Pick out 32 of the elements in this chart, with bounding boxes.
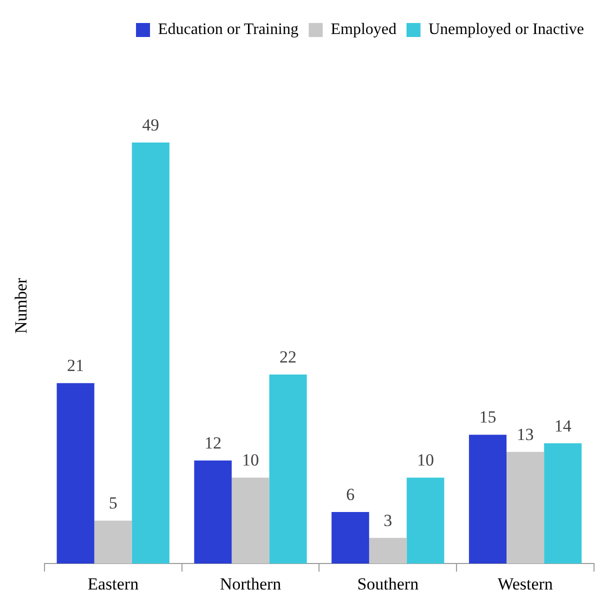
bar bbox=[56, 383, 94, 564]
data-label: 21 bbox=[67, 356, 84, 376]
legend-label: Unemployed or Inactive bbox=[428, 21, 584, 38]
x-tick-label: Northern bbox=[220, 574, 282, 594]
data-label: 10 bbox=[416, 450, 434, 470]
legend-label: Education or Training bbox=[158, 21, 298, 38]
x-tick-label: Eastern bbox=[88, 574, 140, 594]
bar bbox=[544, 443, 582, 564]
data-label: 3 bbox=[384, 510, 392, 530]
data-label: 6 bbox=[346, 485, 355, 504]
data-label: 15 bbox=[479, 408, 496, 427]
data-label: 49 bbox=[142, 115, 160, 134]
bar bbox=[406, 478, 444, 564]
bar bbox=[194, 460, 232, 564]
legend-label: Employed bbox=[330, 21, 396, 38]
x-tick-label: Western bbox=[498, 574, 554, 594]
bar bbox=[369, 538, 407, 564]
bar bbox=[94, 520, 132, 564]
y-axis-title: Number bbox=[12, 278, 31, 334]
x-tick-label: Southern bbox=[357, 574, 420, 594]
data-label: 13 bbox=[516, 424, 534, 444]
data-label: 5 bbox=[108, 494, 118, 513]
bar bbox=[332, 512, 370, 564]
data-label: 10 bbox=[242, 450, 259, 470]
bar bbox=[269, 374, 307, 564]
bar bbox=[468, 434, 507, 564]
data-label: 22 bbox=[280, 348, 297, 367]
bar bbox=[132, 142, 170, 564]
data-label: 12 bbox=[204, 433, 222, 452]
bar bbox=[506, 452, 544, 564]
data-label: 14 bbox=[554, 416, 572, 436]
bar bbox=[232, 478, 270, 564]
